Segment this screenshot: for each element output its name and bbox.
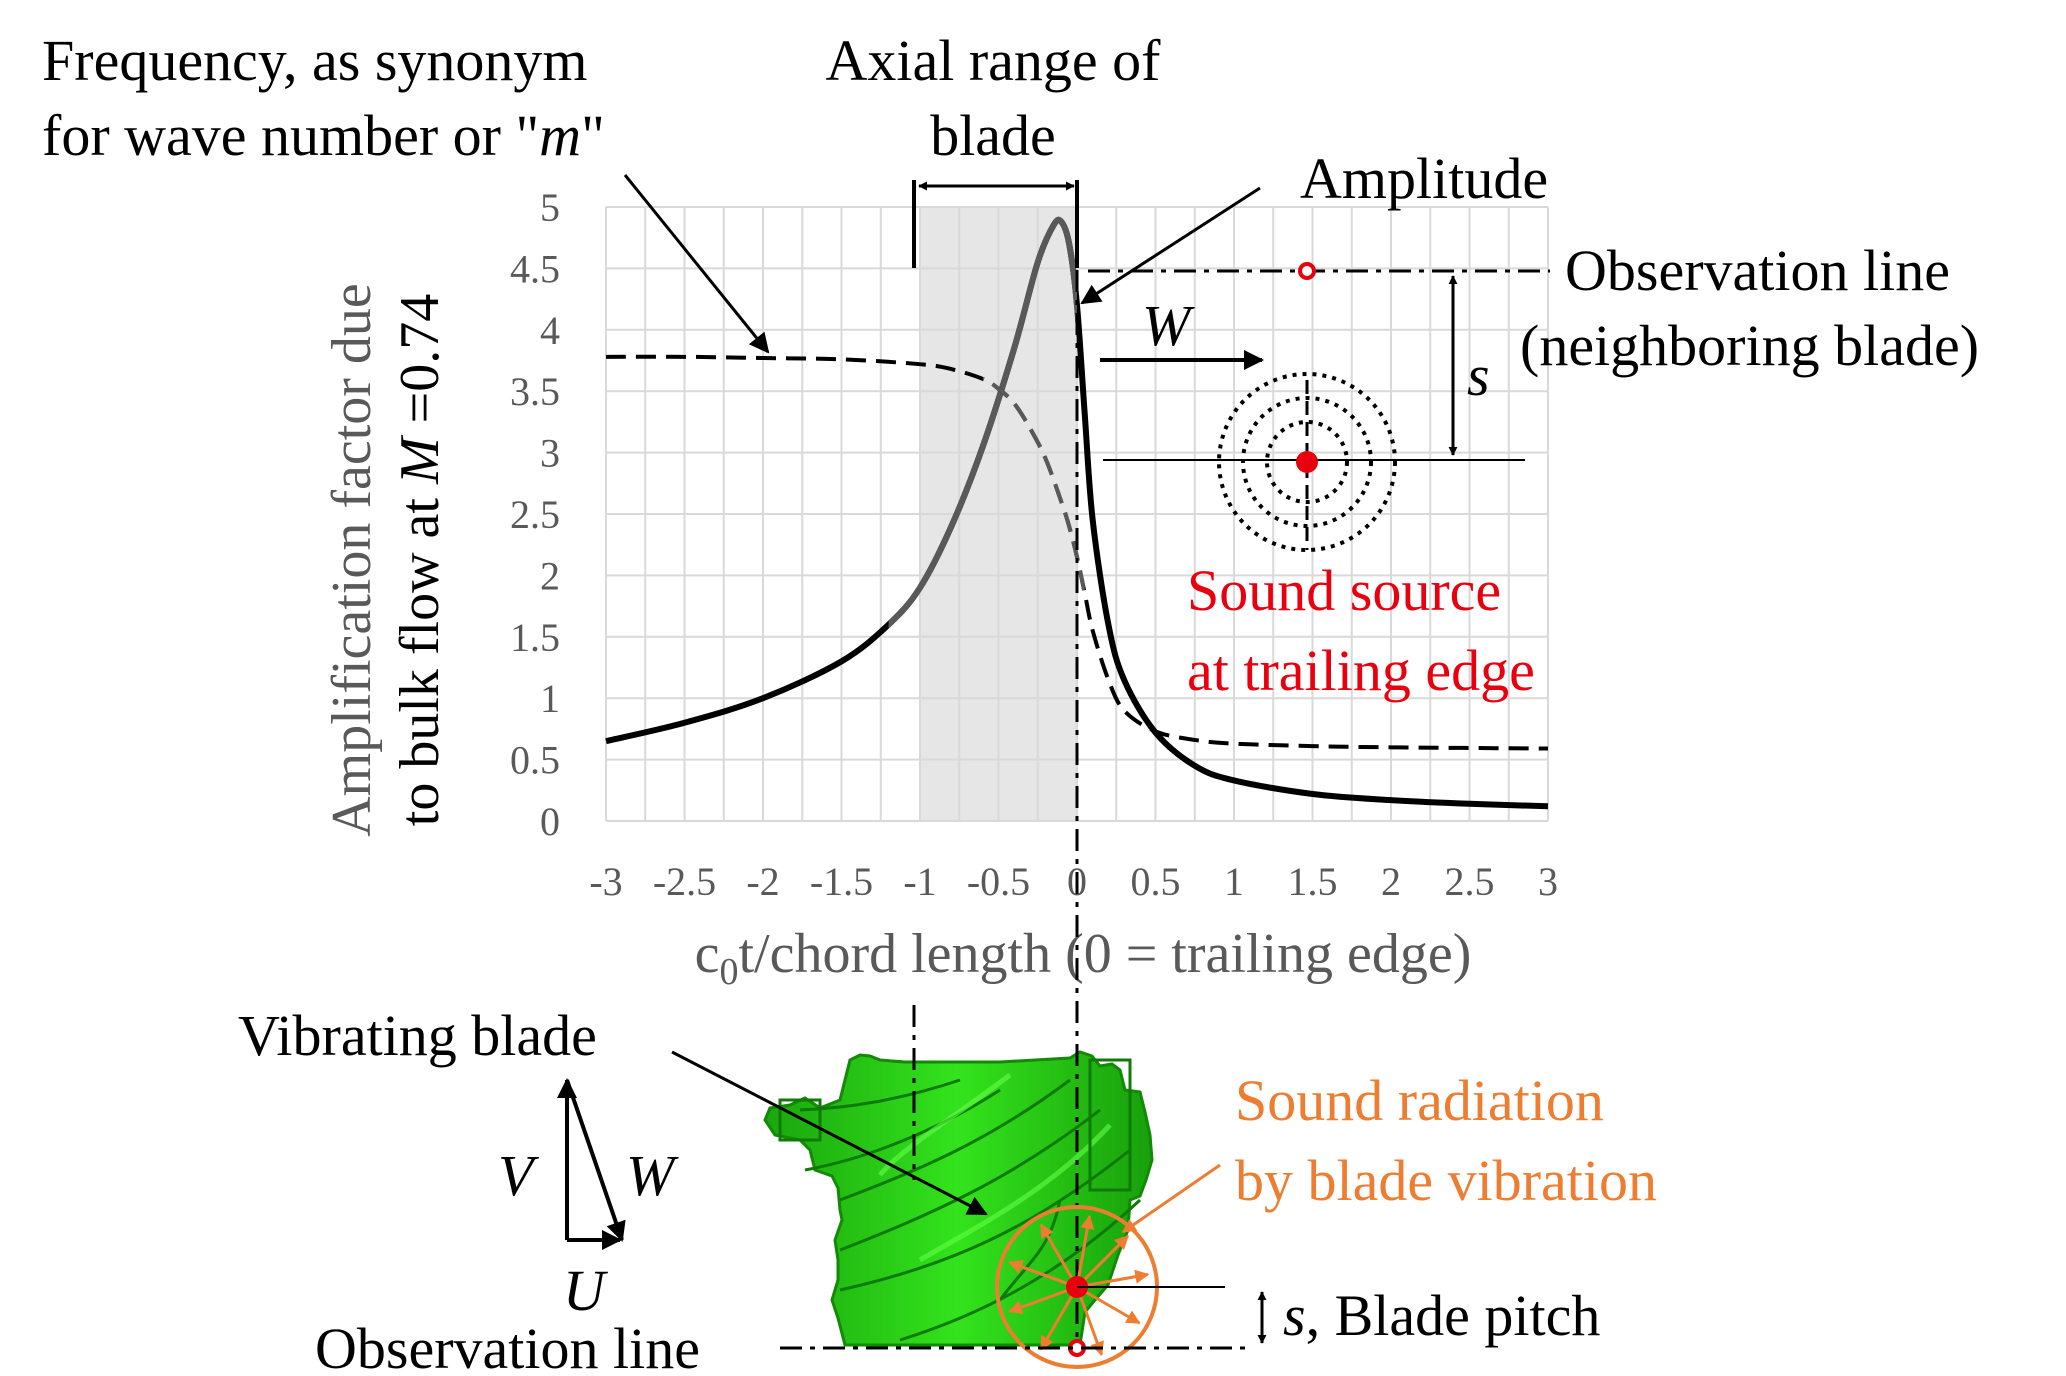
radiation-arrow [1076, 1269, 1150, 1289]
x-tick-label: 0.5 [1131, 859, 1181, 904]
x-tick-label: 3 [1538, 859, 1558, 904]
observation-line-bottom-label: Observation line [315, 1316, 700, 1376]
neighboring-blade-label: (neighboring blade) [1520, 313, 1979, 378]
radiation-arrow [1039, 1286, 1079, 1351]
vibrating-blade-label: Vibrating blade [238, 1003, 597, 1068]
y-tick-label: 5 [540, 185, 560, 230]
x-tick-label: -1.5 [810, 859, 873, 904]
y-tick-label: 0 [540, 799, 560, 844]
y-axis-label: Amplification factor due to bulk flow at… [321, 283, 451, 837]
sound-radiation-arrow [1121, 1163, 1221, 1234]
axial-range-label-line2: blade [930, 103, 1056, 168]
sound-source-point [1296, 451, 1318, 473]
sound-radiation-label-line1: Sound radiation [1235, 1068, 1604, 1133]
y-tick-label: 0.5 [510, 738, 560, 783]
radiation-arrows [1008, 1214, 1150, 1356]
amplification-chart: -3 -2.5 -2 -1.5 -1 -0.5 0 0.5 1 1.5 2 2.5 3 0 0.5 1 1.5… [510, 185, 1558, 904]
w-symbol-triangle: W [626, 1143, 679, 1208]
sound-source-label-line2: at trailing edge [1187, 638, 1535, 703]
y-tick-label: 2.5 [510, 492, 560, 537]
frequency-label-line2: for wave number or "m" [42, 103, 605, 168]
x-tick-label: -2 [746, 859, 779, 904]
observation-line-label: Observation line [1565, 238, 1950, 303]
y-axis-label-line1: Amplification factor due [321, 283, 383, 837]
y-tick-label: 4.5 [510, 246, 560, 291]
radiation-arrow [1076, 1285, 1141, 1325]
axial-range-label-line1: Axial range of [826, 28, 1162, 93]
x-tick-labels: -3-2.5-2-1.5-1-0.500.511.522.53 [589, 859, 1558, 904]
radiation-arrow [1039, 1223, 1079, 1288]
x-tick-label: 1.5 [1288, 859, 1338, 904]
blade-pitch-label: s, Blade pitch [1283, 1283, 1600, 1348]
amplitude-label: Amplitude [1300, 146, 1548, 211]
u-symbol: U [563, 1258, 609, 1323]
x-tick-label: 2 [1381, 859, 1401, 904]
v-symbol: V [498, 1143, 540, 1208]
y-tick-label: 4 [540, 308, 560, 353]
y-tick-label: 1.5 [510, 615, 560, 660]
x-axis-label: c0t/chord length (0 = trailing edge) [695, 923, 1472, 993]
radiation-arrow [1008, 1260, 1078, 1289]
series-layer [605, 216, 1549, 810]
radiation-arrow [1008, 1285, 1078, 1314]
observation-point-top [1298, 262, 1316, 280]
x-tick-label: -1 [903, 859, 936, 904]
w-symbol-chart: W [1142, 293, 1195, 358]
radiation-arrow [1075, 1235, 1129, 1289]
radiation-arrow [1075, 1286, 1104, 1356]
sound-source-waves [1217, 372, 1397, 552]
amplitude-arrow [1080, 186, 1261, 305]
sound-source-label-line1: Sound source [1187, 558, 1501, 623]
frequency-arrow [623, 174, 770, 354]
x-tick-label: -2.5 [653, 859, 716, 904]
y-tick-label: 2 [540, 553, 560, 598]
sound-radiation-label-line2: by blade vibration [1235, 1148, 1657, 1213]
radiation-arrow [1075, 1214, 1095, 1288]
y-tick-label: 1 [540, 676, 560, 721]
y-axis-label-line2: to bulk flow at M =0.74 [389, 294, 451, 826]
pitch-symbol-top: s [1467, 343, 1490, 408]
x-tick-label: -0.5 [967, 859, 1030, 904]
velocity-triangle [557, 1078, 626, 1250]
x-tick-label: -3 [589, 859, 622, 904]
y-tick-labels: 0 0.5 1 1.5 2 2.5 3 3.5 4 4.5 5 [510, 185, 560, 844]
y-tick-label: 3 [540, 431, 560, 476]
series-solid-amplitude-blade-segment [888, 216, 1077, 629]
vibrating-blade-arrow [671, 1050, 988, 1216]
series-dashed-frequency-blade-segment [982, 376, 1085, 605]
y-tick-label: 3.5 [510, 369, 560, 414]
frequency-label-line1: Frequency, as synonym [42, 28, 588, 93]
x-tick-label: 2.5 [1445, 859, 1495, 904]
x-tick-label: 1 [1224, 859, 1244, 904]
